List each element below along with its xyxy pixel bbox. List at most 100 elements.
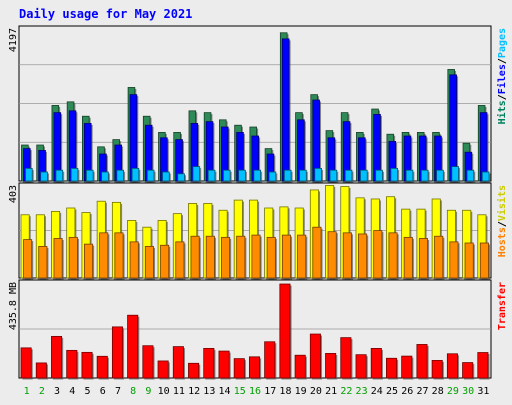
hits-files-pages-bar-pages-day-9 <box>146 169 155 182</box>
transfer-bar-transfer-day-11 <box>172 346 184 379</box>
transfer-bar-transfer-day-27 <box>416 344 428 379</box>
hosts-visits-bar-hosts-day-15 <box>236 235 246 279</box>
hits-files-pages-right-label-part-3: / <box>497 58 508 64</box>
hosts-visits-bar-hosts-day-16 <box>251 234 261 279</box>
day-label-16: 16 <box>249 386 261 397</box>
hosts-visits-bar-hosts-day-12 <box>190 235 200 279</box>
transfer-bar-transfer-day-31 <box>477 352 489 379</box>
hosts-visits-bar-hosts-day-9 <box>144 245 154 279</box>
hits-files-pages-bar-pages-day-20 <box>314 168 322 182</box>
transfer-bar-transfer-day-17 <box>264 341 276 379</box>
hits-files-pages-right-label-part-0: Hits <box>496 100 508 124</box>
day-label-30: 30 <box>462 386 474 397</box>
hits-files-pages-bar-files-day-31 <box>479 112 488 182</box>
transfer-bar-transfer-day-22 <box>340 337 352 379</box>
transfer-bar-transfer-day-24 <box>370 348 382 379</box>
hosts-visits-bar-hosts-day-25 <box>388 232 398 279</box>
day-label-12: 12 <box>188 386 200 397</box>
day-label-27: 27 <box>416 386 428 397</box>
hosts-visits-bar-hosts-day-28 <box>434 235 444 279</box>
transfer-bar-transfer-day-23 <box>355 354 367 379</box>
hits-files-pages-bar-pages-day-2 <box>40 171 48 182</box>
day-label-19: 19 <box>295 386 307 397</box>
hits-files-pages-bar-pages-day-7 <box>116 169 124 182</box>
day-label-5: 5 <box>85 386 91 397</box>
day-label-18: 18 <box>279 386 291 397</box>
day-label-9: 9 <box>145 386 151 397</box>
hosts-visits-bar-hosts-day-24 <box>373 230 383 279</box>
hosts-visits-bar-hosts-day-8 <box>129 241 139 279</box>
hosts-visits-bar-hosts-day-30 <box>464 242 474 279</box>
hits-files-pages-right-label-part-1: / <box>497 94 508 100</box>
hosts-visits-bar-hosts-day-20 <box>312 226 322 279</box>
hosts-visits-bar-hosts-day-2 <box>38 245 48 279</box>
day-label-24: 24 <box>371 386 383 397</box>
hits-files-pages-bar-pages-day-29 <box>451 166 459 182</box>
hits-files-pages-bar-pages-day-25 <box>390 168 399 182</box>
day-label-17: 17 <box>264 386 276 397</box>
hits-files-pages-bar-pages-day-6 <box>101 171 109 182</box>
day-label-21: 21 <box>325 386 337 397</box>
day-label-7: 7 <box>115 386 121 397</box>
day-label-31: 31 <box>477 386 489 397</box>
transfer-bar-transfer-day-6 <box>96 355 108 379</box>
hits-files-pages-right-label: Hits/Files/Pages <box>496 28 508 124</box>
hosts-visits-bar-hosts-day-23 <box>358 233 368 279</box>
day-label-29: 29 <box>447 386 459 397</box>
hits-files-pages-bar-pages-day-23 <box>360 169 368 182</box>
day-label-15: 15 <box>234 386 246 397</box>
hits-files-pages-bar-pages-day-1 <box>25 168 33 182</box>
hits-files-pages-bar-pages-day-22 <box>344 169 353 182</box>
transfer-right-label: Transfer <box>497 282 508 330</box>
hosts-visits-bar-hosts-day-19 <box>297 234 307 279</box>
hosts-visits-right-label: Hosts/Visits <box>496 185 508 257</box>
hosts-visits-bar-hosts-day-13 <box>205 235 215 279</box>
day-label-8: 8 <box>130 386 136 397</box>
hits-files-pages-bar-pages-day-28 <box>436 169 444 182</box>
transfer-bar-transfer-day-12 <box>188 362 200 379</box>
hits-files-pages-bar-pages-day-13 <box>207 169 216 182</box>
transfer-ymax-label: 435.8 MB <box>8 282 19 330</box>
transfer-bar-transfer-day-29 <box>446 353 458 379</box>
hosts-visits-right-label-part-2: Visits <box>496 185 508 221</box>
hosts-visits-bar-hosts-day-1 <box>23 239 33 279</box>
hits-files-pages-bar-pages-day-11 <box>177 173 185 182</box>
hosts-visits-bar-hosts-day-17 <box>266 236 276 279</box>
day-label-14: 14 <box>219 386 231 397</box>
day-label-13: 13 <box>203 386 215 397</box>
hosts-visits-bar-hosts-day-4 <box>68 236 78 279</box>
transfer-bar-transfer-day-26 <box>401 355 413 379</box>
day-label-3: 3 <box>54 386 60 397</box>
day-label-2: 2 <box>39 386 45 397</box>
hits-files-pages-bar-files-day-18 <box>281 38 290 182</box>
transfer-bar-transfer-day-30 <box>462 362 474 379</box>
hits-files-pages-bar-pages-day-27 <box>420 169 429 182</box>
hits-files-pages-bar-pages-day-3 <box>55 169 64 182</box>
hits-files-pages-bar-pages-day-14 <box>223 169 231 182</box>
hits-files-pages-right-label-part-2: Files <box>496 64 508 94</box>
hosts-visits-bar-hosts-day-18 <box>281 234 291 279</box>
hosts-visits-bar-hosts-day-29 <box>449 241 459 279</box>
transfer-bar-transfer-day-7 <box>111 326 123 379</box>
hits-files-pages-bar-pages-day-4 <box>70 168 79 182</box>
hits-files-pages-bar-pages-day-26 <box>405 169 414 182</box>
day-label-26: 26 <box>401 386 413 397</box>
day-label-25: 25 <box>386 386 398 397</box>
hits-files-pages-bar-pages-day-8 <box>131 168 140 182</box>
transfer-bar-transfer-day-3 <box>51 335 63 379</box>
hosts-visits-bar-hosts-day-14 <box>221 236 231 279</box>
hits-files-pages-bar-pages-day-24 <box>375 169 383 182</box>
transfer-bar-transfer-day-20 <box>309 333 321 379</box>
transfer-bar-transfer-day-19 <box>294 354 306 379</box>
transfer-bar-transfer-day-15 <box>233 358 245 379</box>
hosts-visits-bar-hosts-day-27 <box>418 238 428 279</box>
hosts-visits-bar-hosts-day-22 <box>342 232 352 279</box>
hits-files-pages-bar-pages-day-5 <box>86 169 94 182</box>
transfer-bar-transfer-day-4 <box>66 349 78 379</box>
hits-files-pages-bar-pages-day-18 <box>283 169 292 182</box>
day-label-23: 23 <box>356 386 368 397</box>
hits-files-pages-bar-pages-day-17 <box>268 171 277 182</box>
hosts-visits-bar-hosts-day-3 <box>53 238 63 279</box>
